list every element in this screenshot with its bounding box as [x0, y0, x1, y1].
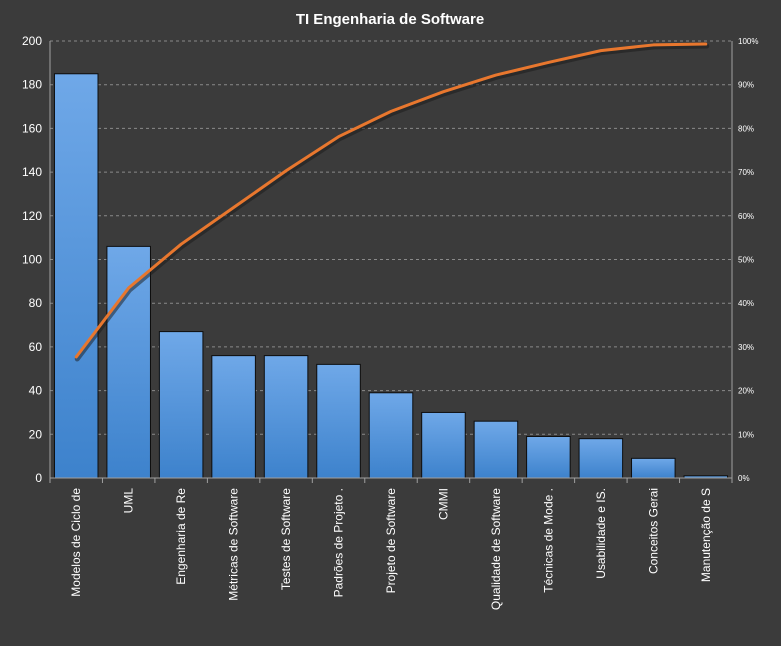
bar [473, 420, 519, 479]
x-tick-label: Métricas de Software [227, 488, 241, 601]
x-tick-label: Usabilidade e IS. [594, 488, 608, 579]
y2-tick-label: 10% [738, 430, 754, 439]
y-tick-label: 180 [22, 78, 42, 92]
bar [158, 331, 204, 479]
y2-tick-label: 50% [738, 256, 754, 265]
y-tick-label: 120 [22, 209, 42, 223]
bar [526, 435, 571, 479]
bar [578, 438, 624, 479]
x-tick-label: Engenharia de Re [174, 488, 188, 585]
y-tick-label: 60 [29, 340, 43, 354]
y2-tick-label: 60% [738, 212, 754, 221]
bar [316, 363, 361, 479]
cumulative-line-series [74, 42, 710, 362]
bar [263, 355, 309, 479]
y2-tick-label: 80% [738, 124, 754, 133]
x-tick-label: Manutenção de S [699, 488, 713, 582]
gridlines [50, 40, 732, 435]
y-tick-label: 20 [29, 427, 43, 441]
x-tick-label: Testes de Software [279, 488, 293, 590]
bar [631, 457, 676, 479]
y-tick-label: 200 [22, 34, 42, 48]
y2-tick-label: 0% [738, 474, 750, 483]
cumulative-line [74, 42, 708, 359]
y-tick-label: 80 [29, 296, 43, 310]
y2-tick-label: 70% [738, 168, 754, 177]
y2-tick-label: 20% [738, 387, 754, 396]
chart-title: TI Engenharia de Software [296, 11, 484, 28]
y-tick-label: 40 [29, 384, 43, 398]
x-tick-label: Conceitos Gerai [646, 488, 660, 574]
x-tick-label: Padrões de Projeto . [332, 488, 346, 597]
x-tick-label: Qualidade de Software [489, 488, 503, 610]
y-tick-label: 160 [22, 121, 42, 135]
bar [106, 245, 151, 479]
bar [368, 392, 414, 479]
y2-tick-label: 90% [738, 81, 754, 90]
x-tick-label: Projeto de Software [384, 488, 398, 594]
bar [211, 355, 256, 479]
cumulative-line-shadow [74, 43, 710, 362]
axes: 0 20 40 60 80 100 120 140 160 180 200 0% 10% 20% 30% 40… [22, 34, 759, 610]
y2-tick-label: 30% [738, 343, 754, 352]
y-tick-label: 100 [22, 253, 42, 267]
y2-tick-label: 100% [738, 37, 758, 46]
y2-tick-label: 40% [738, 299, 754, 308]
bar [53, 73, 99, 479]
x-tick-label: Técnicas de Mode . [541, 488, 555, 593]
y-tick-label: 140 [22, 165, 42, 179]
x-tick-label: Modelos de Ciclo de [69, 488, 83, 597]
x-tick-label: UML [122, 488, 136, 514]
bar [421, 411, 466, 479]
x-tick-label: CMMI [436, 488, 450, 520]
bar-series [53, 73, 729, 479]
y-tick-label: 0 [35, 471, 42, 485]
